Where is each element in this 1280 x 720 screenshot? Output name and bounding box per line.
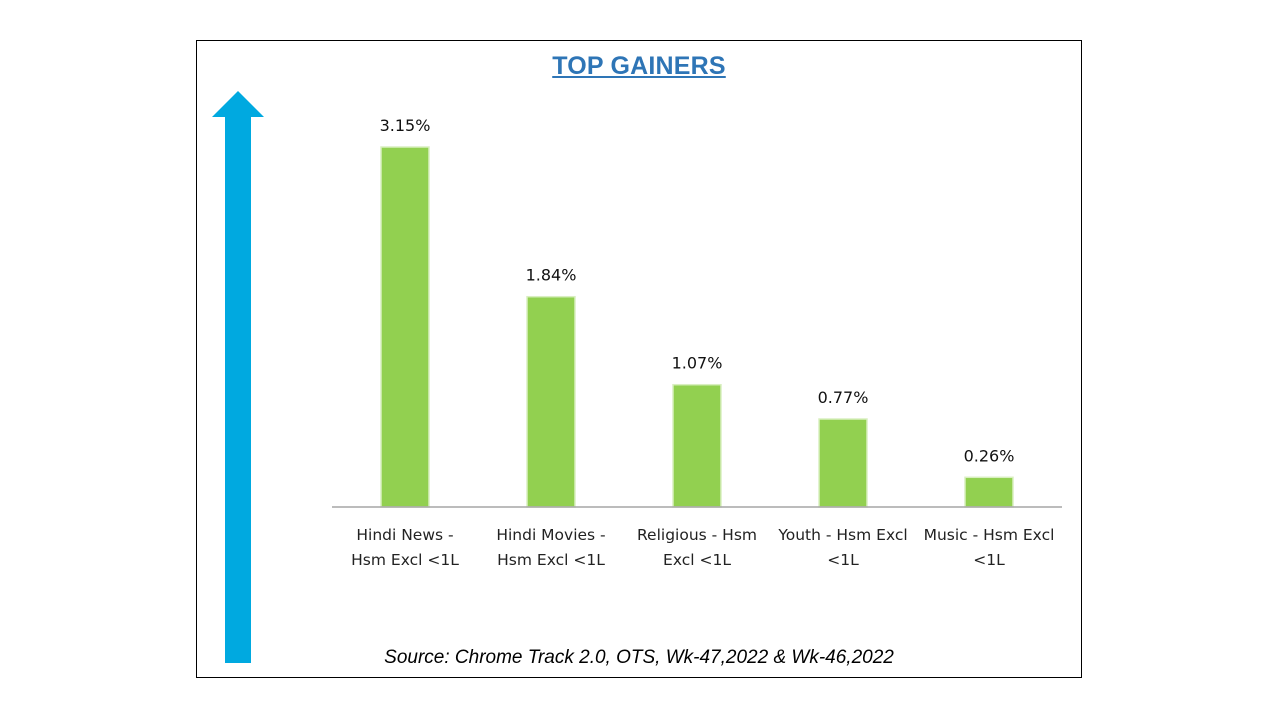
bar-2 bbox=[526, 295, 576, 508]
category-label-1-line-2: Hsm Excl <1L bbox=[351, 551, 459, 569]
chart-frame bbox=[196, 40, 1082, 678]
data-label-5: 0.26% bbox=[964, 446, 1015, 465]
data-label-4: 0.77% bbox=[818, 388, 869, 407]
category-label-4-line-1: Youth - Hsm Excl bbox=[777, 526, 907, 544]
category-label-5-line-2: <1L bbox=[973, 551, 1005, 569]
category-label-4-line-2: <1L bbox=[827, 551, 859, 569]
category-label-1-line-1: Hindi News - bbox=[356, 526, 453, 544]
bars-group bbox=[380, 146, 1014, 508]
arrow-shaft bbox=[225, 114, 251, 663]
bar-5 bbox=[964, 476, 1014, 508]
category-label-2-line-2: Hsm Excl <1L bbox=[497, 551, 605, 569]
category-label-5-line-1: Music - Hsm Excl bbox=[924, 526, 1055, 544]
title-area: TOP GAINERS bbox=[196, 0, 1082, 100]
bar-3 bbox=[672, 383, 722, 508]
data-label-2: 1.84% bbox=[526, 266, 577, 285]
source-note: Source: Chrome Track 2.0, OTS, Wk-47,202… bbox=[384, 647, 894, 668]
bar-4 bbox=[818, 418, 868, 508]
labels-group: 3.15% Hindi News - Hsm Excl <1L 1.84% Hindi … bbox=[351, 116, 1054, 569]
category-label-3-line-2: Excl <1L bbox=[663, 551, 731, 569]
bar-1 bbox=[380, 146, 430, 508]
arrow-head bbox=[212, 91, 264, 117]
category-label-2-line-1: Hindi Movies - bbox=[496, 526, 605, 544]
data-label-1: 3.15% bbox=[380, 116, 431, 135]
up-arrow-icon bbox=[212, 91, 264, 663]
chart-title: TOP GAINERS bbox=[552, 52, 726, 80]
data-label-3: 1.07% bbox=[672, 354, 723, 373]
category-label-3-line-1: Religious - Hsm bbox=[637, 526, 757, 544]
